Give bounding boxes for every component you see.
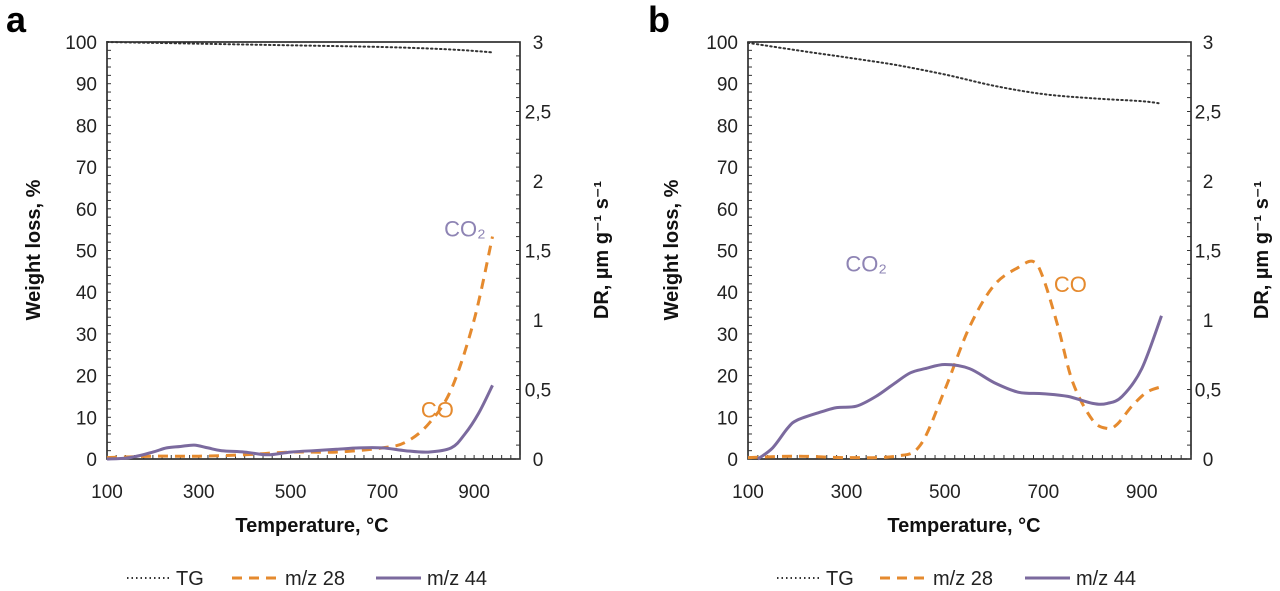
x-tick-label-b: 100 [732, 482, 764, 503]
y-tick-label-a: 40 [76, 283, 97, 304]
x-tick-label-b: 300 [831, 482, 863, 503]
y2-tick-label-a: 1,5 [525, 242, 551, 263]
y-tick-label-b: 100 [706, 33, 738, 54]
y2-tick-label-a: 1 [533, 311, 544, 332]
y-tick-label-a: 10 [76, 408, 97, 429]
x-tick-label-b: 500 [929, 482, 961, 503]
y-tick-label-a: 70 [76, 158, 97, 179]
y-tick-label-b: 0 [727, 450, 738, 471]
series-line-tg-a [106, 41, 494, 54]
y-tick-label-b: 50 [717, 242, 738, 263]
y-tick-label-b: 40 [717, 283, 738, 304]
y-tick-label-b: 60 [717, 200, 738, 221]
panel-b-y-axis-label: Weight loss, % [661, 179, 683, 320]
x-tick-label-b: 900 [1126, 482, 1158, 503]
x-tick-label-a: 700 [366, 482, 398, 503]
series-line-tg-b [747, 41, 1163, 105]
y-tick-label-b: 90 [717, 75, 738, 96]
panel-a-legend: TG m/z 28 m/z 44 [127, 568, 487, 590]
legend-a-tg-label: TG [176, 568, 204, 590]
plot-frame-b [747, 41, 1192, 460]
x-tick-label-a: 900 [458, 482, 490, 503]
panel-b-chart: b Weight loss, % DR, µm g⁻¹ s⁻¹ Temperat… [648, 0, 1273, 537]
y-tick-label-b: 70 [717, 158, 738, 179]
annotation-mz28-b: CO [1054, 272, 1087, 297]
series-line-mz28-a [106, 236, 494, 460]
y-tick-label-b: 10 [717, 408, 738, 429]
y2-tick-label-a: 3 [533, 33, 544, 54]
y2-tick-label-b: 0 [1203, 450, 1214, 471]
y2-tick-label-b: 2 [1203, 172, 1214, 193]
panel-a-y-axis-label: Weight loss, % [23, 179, 45, 320]
panel-b-label: b [648, 0, 670, 40]
y2-tick-label-b: 0,5 [1195, 381, 1221, 402]
y2-tick-label-a: 2 [533, 172, 544, 193]
panel-a-chart: a Weight loss, % DR, µm g⁻¹ s⁻¹ Temperat… [6, 0, 613, 537]
annotation-mz28-a: CO [421, 397, 454, 422]
panel-b-y2-axis-label: DR, µm g⁻¹ s⁻¹ [1251, 181, 1273, 320]
panel-a-y2-axis-label: DR, µm g⁻¹ s⁻¹ [591, 181, 613, 320]
legend-a-mz44-label: m/z 44 [427, 568, 487, 590]
annotation-mz44-b: CO₂ [845, 251, 887, 276]
series-line-mz44-b [756, 315, 1163, 461]
annotation-mz44-a: CO₂ [444, 217, 486, 242]
y-tick-label-b: 80 [717, 116, 738, 137]
series-line-mz28-b [747, 259, 1163, 460]
y-tick-label-b: 30 [717, 325, 738, 346]
y2-tick-label-b: 1,5 [1195, 242, 1221, 263]
legend-b-mz28-label: m/z 28 [933, 568, 993, 590]
y-tick-label-a: 50 [76, 242, 97, 263]
y2-tick-label-a: 0,5 [525, 381, 551, 402]
series-line-mz44-a [106, 384, 494, 461]
y-tick-label-a: 0 [86, 450, 97, 471]
y-tick-label-a: 60 [76, 200, 97, 221]
panel-b-legend: TG m/z 28 m/z 44 [777, 568, 1136, 590]
panel-b-x-axis-label: Temperature, °C [887, 515, 1040, 537]
x-tick-label-a: 500 [275, 482, 307, 503]
y-tick-label-a: 90 [76, 75, 97, 96]
panel-a-x-axis-label: Temperature, °C [235, 515, 388, 537]
y-tick-label-a: 20 [76, 367, 97, 388]
y2-tick-label-a: 0 [533, 450, 544, 471]
y-tick-label-a: 30 [76, 325, 97, 346]
y2-tick-label-b: 2,5 [1195, 103, 1221, 124]
y2-tick-label-b: 1 [1203, 311, 1214, 332]
y-tick-label-a: 80 [76, 116, 97, 137]
legend-b-mz44-label: m/z 44 [1076, 568, 1136, 590]
legend-b-tg-label: TG [826, 568, 854, 590]
y-tick-label-a: 100 [65, 33, 97, 54]
plot-frame-a [106, 41, 521, 460]
x-tick-label-a: 300 [183, 482, 215, 503]
panel-a-label: a [6, 0, 27, 40]
y-tick-label-b: 20 [717, 367, 738, 388]
x-tick-label-a: 100 [91, 482, 123, 503]
legend-a-mz28-label: m/z 28 [285, 568, 345, 590]
y2-tick-label-a: 2,5 [525, 103, 551, 124]
x-tick-label-b: 700 [1027, 482, 1059, 503]
y2-tick-label-b: 3 [1203, 33, 1214, 54]
